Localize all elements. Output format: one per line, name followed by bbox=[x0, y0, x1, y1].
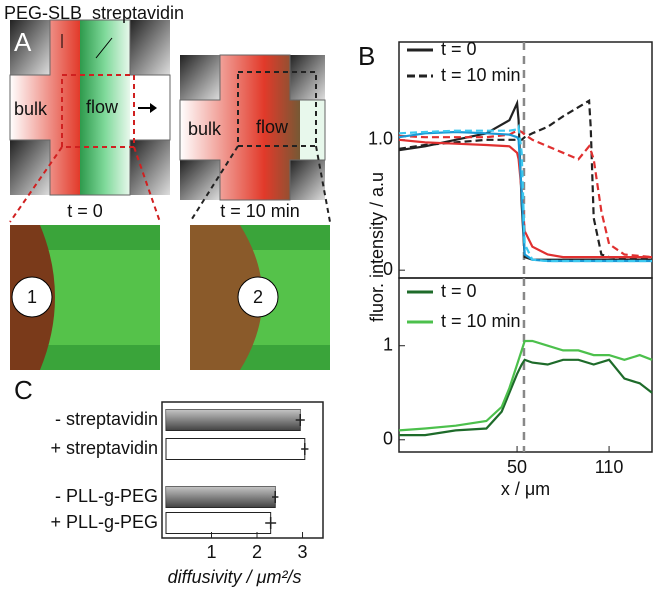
data-line bbox=[398, 99, 652, 261]
region-label: bulk bbox=[14, 99, 48, 119]
annotation: PEG-SLB bbox=[4, 3, 82, 23]
x-tick-label: 110 bbox=[595, 457, 624, 477]
data-line bbox=[398, 129, 653, 259]
micrograph-marker: 2 bbox=[253, 287, 263, 307]
legend-label: t = 0 bbox=[441, 281, 477, 301]
category-label: - PLL-g-PEG bbox=[55, 486, 158, 506]
micrograph-title: t = 10 min bbox=[220, 201, 300, 221]
x-tick-label: 3 bbox=[298, 542, 308, 562]
data-line bbox=[398, 123, 652, 263]
y-tick-label: 0 bbox=[383, 259, 393, 279]
annotation: streptavidin bbox=[92, 3, 184, 23]
data-line bbox=[398, 138, 652, 259]
micrograph bbox=[190, 225, 330, 370]
plot-frame bbox=[398, 277, 653, 453]
bar-shade bbox=[166, 486, 276, 508]
x-tick-label: 50 bbox=[507, 457, 527, 477]
y-tick-label: 0 bbox=[383, 429, 393, 449]
y-axis-label: fluor. intensity / a.u bbox=[367, 172, 387, 322]
y-tick-label: 1 bbox=[383, 334, 393, 354]
legend-label: t = 10 min bbox=[441, 65, 521, 85]
bar bbox=[165, 438, 306, 460]
schematic-right bbox=[179, 54, 331, 223]
bar bbox=[165, 512, 272, 534]
schematic-left bbox=[9, 19, 171, 223]
panel-label: C bbox=[14, 375, 33, 405]
category-label: + streptavidin bbox=[50, 438, 158, 458]
x-axis-label: x / μm bbox=[501, 479, 550, 499]
x-axis-label: diffusivity / μm²/s bbox=[168, 567, 302, 587]
data-line bbox=[399, 358, 653, 437]
panel-label: B bbox=[358, 41, 375, 71]
x-tick-label: 1 bbox=[206, 542, 216, 562]
region-label: flow bbox=[256, 117, 289, 137]
micrograph bbox=[10, 225, 160, 370]
legend-label: t = 0 bbox=[441, 39, 477, 59]
x-tick-label: 2 bbox=[252, 542, 262, 562]
plot-frame bbox=[161, 401, 324, 539]
bar-shade bbox=[166, 409, 301, 431]
panel-label: A bbox=[14, 27, 32, 57]
micrograph-marker: 1 bbox=[27, 287, 37, 307]
legend-label: t = 10 min bbox=[441, 311, 521, 331]
category-label: + PLL-g-PEG bbox=[50, 512, 158, 532]
data-line bbox=[398, 339, 653, 432]
region-label: bulk bbox=[188, 119, 222, 139]
y-tick-label: 1.0 bbox=[368, 129, 393, 149]
category-label: - streptavidin bbox=[55, 409, 158, 429]
micrograph-title: t = 0 bbox=[67, 201, 103, 221]
data-line bbox=[398, 98, 652, 260]
region-label: flow bbox=[86, 97, 119, 117]
